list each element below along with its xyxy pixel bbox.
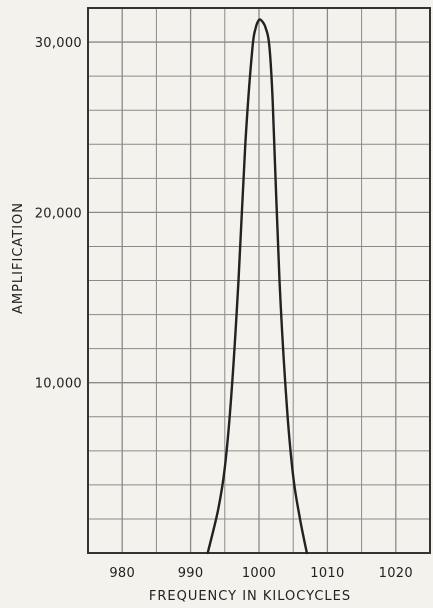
y-tick-label: 10,000	[35, 377, 82, 392]
tick-labels: 980 990 1000 1010 1020 10,000 20,000 30,000	[35, 36, 413, 581]
series-layer	[206, 18, 309, 555]
plot-frame	[87, 7, 431, 554]
y-tick-label: 30,000	[35, 36, 82, 51]
x-tick-label: 990	[178, 566, 204, 581]
x-tick-label: 1000	[242, 566, 276, 581]
y-tick-label: 20,000	[35, 206, 82, 221]
resonance-curve	[206, 18, 309, 555]
x-tick-label: 1010	[310, 566, 344, 581]
y-axis-title: AMPLIFICATION	[11, 202, 26, 314]
grid	[88, 8, 430, 553]
x-tick-label: 980	[109, 566, 135, 581]
x-axis-title: FREQUENCY IN KILOCYCLES	[149, 589, 351, 604]
x-tick-label: 1020	[379, 566, 413, 581]
